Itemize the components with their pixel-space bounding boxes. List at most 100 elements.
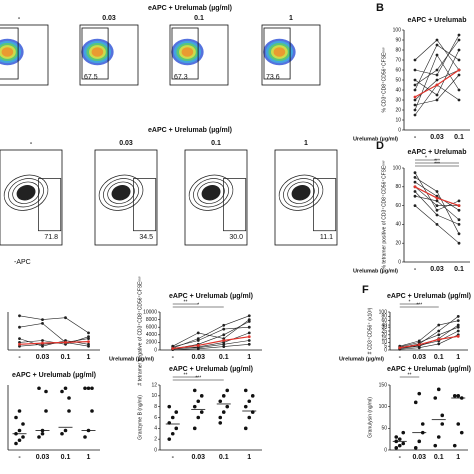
y-tick-label: 40 (395, 87, 401, 93)
point (63, 428, 68, 433)
x-tick-label: - (172, 354, 175, 361)
y-tick-label: 80 (395, 47, 401, 53)
y-tick-label: 50 (381, 426, 387, 432)
y-tick-label: 2000 (146, 340, 157, 346)
point (41, 322, 44, 325)
x-axis-label: Urelumab (µg/ml) (109, 356, 154, 362)
point (397, 443, 402, 448)
contour (201, 185, 221, 201)
point (435, 223, 439, 226)
point (440, 422, 445, 426)
point (456, 323, 460, 327)
panel-letter: D (376, 140, 384, 152)
y-tick-label: 60 (395, 67, 401, 73)
point (41, 318, 44, 321)
point (459, 430, 464, 435)
point (417, 439, 422, 444)
density (91, 47, 104, 57)
y-tick-label: 15 (381, 336, 387, 342)
point (44, 389, 48, 394)
y-tick-label: 10 (395, 117, 401, 123)
point (221, 410, 226, 414)
point (14, 441, 18, 446)
point (17, 438, 22, 443)
contour (188, 174, 234, 211)
x-tick-label: 0.1 (219, 354, 229, 361)
point (413, 95, 417, 99)
point (435, 204, 439, 208)
point (413, 185, 417, 189)
paired-line (399, 335, 459, 349)
contour (193, 178, 230, 208)
gate (38, 178, 62, 232)
y-tick-label: 4 (154, 426, 157, 432)
point (64, 341, 67, 344)
point (417, 346, 421, 350)
contour (111, 185, 131, 201)
point (435, 53, 439, 57)
x-tick-label: 0.03 (412, 354, 426, 361)
point (413, 78, 417, 82)
flow-label: - (30, 140, 33, 147)
point (397, 437, 402, 441)
point (452, 394, 457, 398)
point (192, 388, 197, 393)
paired-line (172, 319, 250, 347)
y-tick-label: 4000 (146, 332, 157, 338)
y-tick-label: 8000 (146, 317, 157, 323)
gate (0, 27, 19, 80)
point (196, 399, 201, 404)
point (398, 346, 402, 350)
point (413, 68, 417, 72)
paired-line (399, 330, 459, 349)
point (394, 446, 399, 450)
x-tick-label: 0.03 (191, 354, 205, 361)
point (87, 331, 90, 335)
point (196, 347, 200, 351)
point (457, 98, 461, 102)
contour (98, 174, 144, 211)
point (437, 337, 441, 341)
y-tick-label: 30 (395, 97, 401, 103)
x-tick-label: 0.03 (36, 454, 50, 461)
x-tick-label: 1 (247, 454, 251, 461)
point (243, 388, 248, 393)
y-tick-label: 0 (154, 447, 157, 453)
flow-header: eAPC + Urelumab (µg/ml) (148, 5, 232, 12)
significance: * (197, 302, 199, 308)
point (435, 93, 439, 97)
point (437, 329, 441, 333)
y-tick-label: 12 (151, 382, 157, 388)
density (273, 47, 286, 57)
point (196, 331, 200, 335)
point (417, 391, 422, 396)
point (247, 325, 251, 329)
gate (263, 27, 291, 80)
point (199, 410, 204, 414)
y-tick-label: 10 (151, 393, 157, 399)
contour (3, 174, 49, 211)
paired-line (172, 326, 250, 348)
point (18, 342, 21, 346)
y-axis-label: Granzyme B (ng/ml) (137, 395, 143, 440)
contour (291, 185, 311, 201)
point (222, 342, 226, 346)
point (196, 415, 201, 420)
significance: *** (434, 161, 440, 167)
point (14, 415, 18, 420)
point (457, 204, 461, 208)
gate (223, 178, 247, 232)
point (87, 335, 90, 339)
point (199, 394, 204, 398)
point (417, 343, 421, 347)
point (222, 345, 226, 348)
point (67, 409, 71, 413)
significance: *** (195, 375, 201, 381)
point (435, 73, 439, 77)
significance: ** (408, 372, 412, 378)
y-tick-label: 80 (395, 184, 401, 190)
y-tick-label: 20 (381, 332, 387, 338)
point (17, 409, 22, 413)
flow-label: 0.03 (119, 140, 133, 147)
